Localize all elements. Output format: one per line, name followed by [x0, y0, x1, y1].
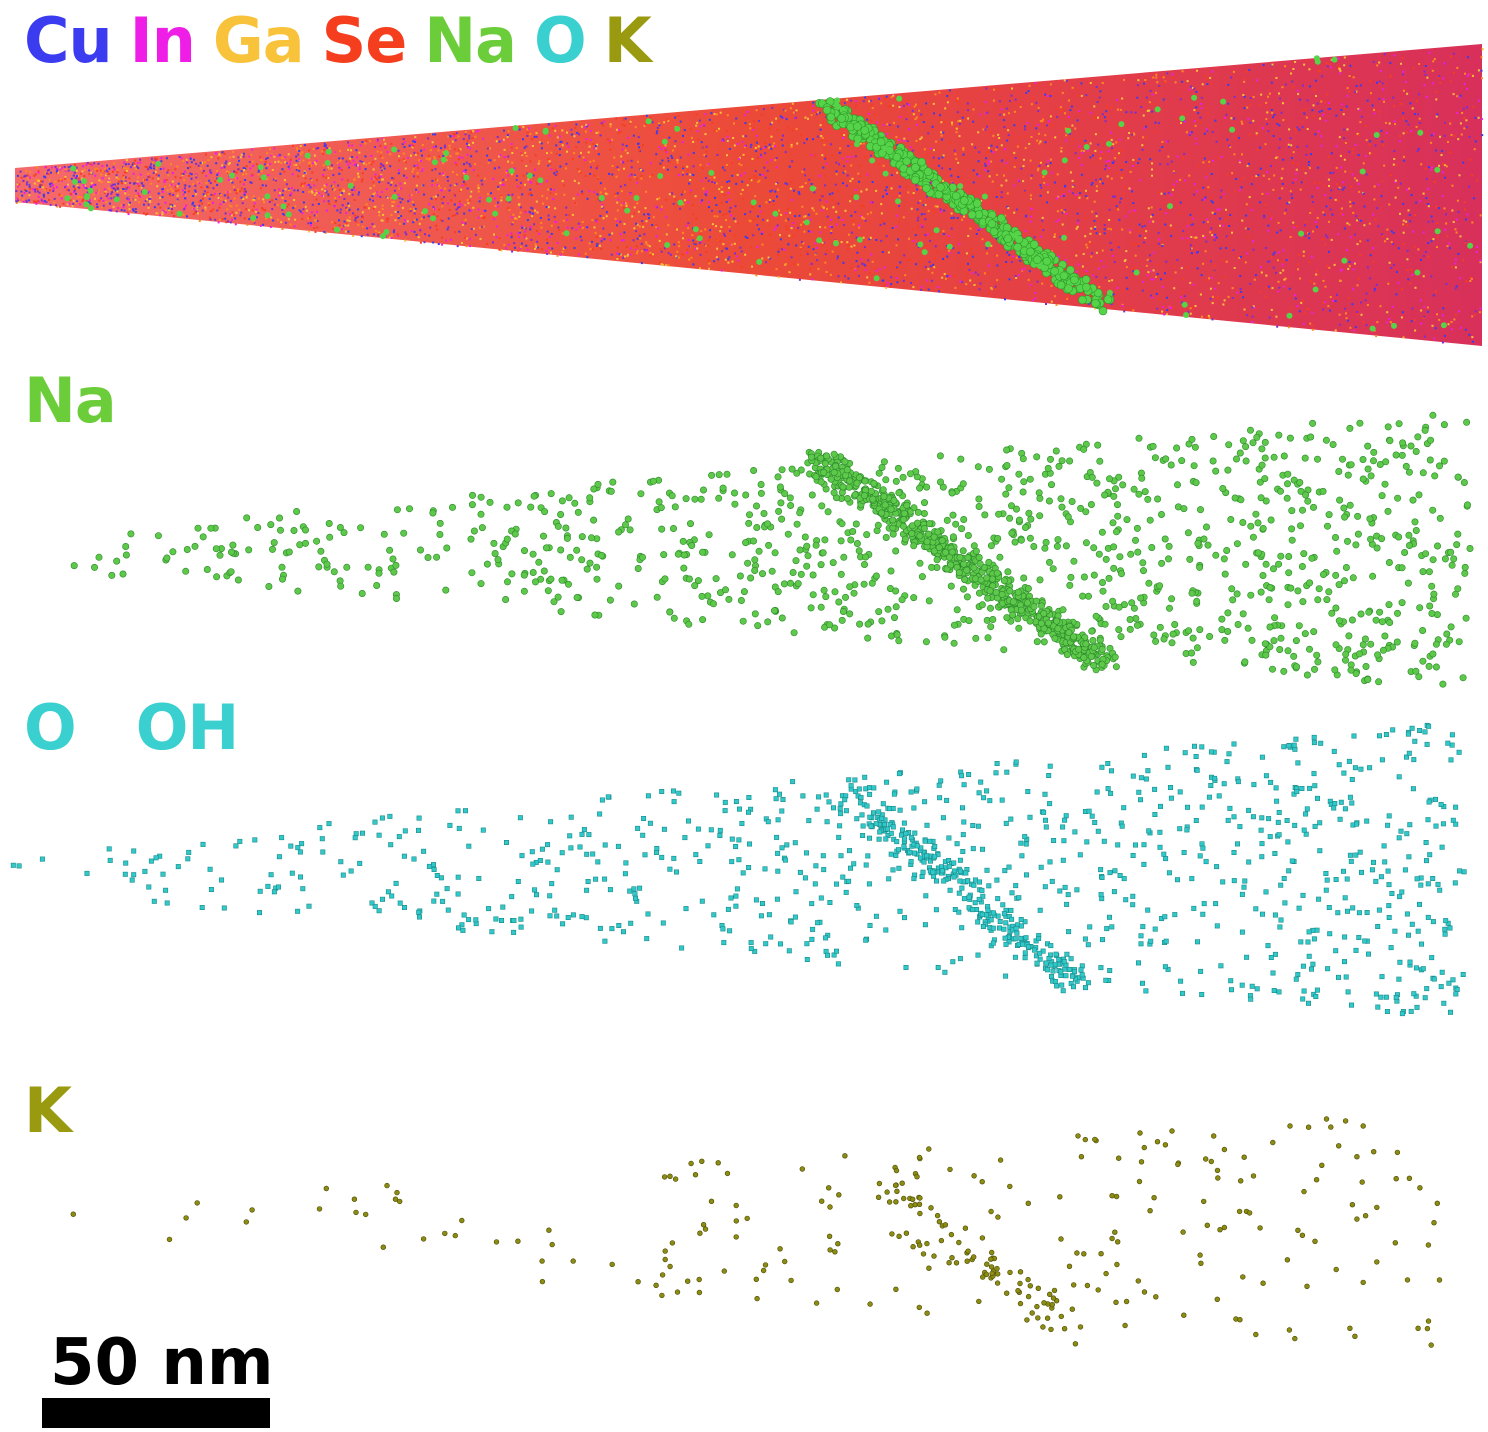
na-dots	[70, 411, 1474, 688]
na-atom-map	[70, 411, 1474, 688]
scalebar-line	[42, 1398, 270, 1428]
legend-cu: Cu	[24, 4, 113, 77]
k-dots	[70, 1116, 1443, 1348]
legend-na: Na	[424, 4, 517, 77]
tip-body	[15, 44, 1482, 346]
na-boundary-band	[64, 55, 1474, 332]
element-legend: Cu In Ga Se Na O K	[24, 10, 669, 72]
scalebar-label: 50 nm	[50, 1326, 274, 1400]
atom-probe-tip-all-elements	[15, 44, 1484, 346]
legend-in: In	[129, 4, 196, 77]
oh-label: OH	[135, 691, 240, 764]
legend-k: K	[603, 4, 652, 77]
o-label: O	[24, 691, 77, 764]
legend-o: O	[534, 4, 587, 77]
legend-se: Se	[321, 4, 408, 77]
o-dots	[10, 722, 1467, 1017]
k-panel-label: K	[24, 1074, 72, 1147]
na-panel-label: Na	[24, 364, 117, 437]
o-oh-atom-map	[10, 722, 1467, 1017]
legend-ga: Ga	[212, 4, 305, 77]
o-panel-label: O OH	[24, 697, 239, 759]
k-atom-map	[70, 1116, 1443, 1348]
